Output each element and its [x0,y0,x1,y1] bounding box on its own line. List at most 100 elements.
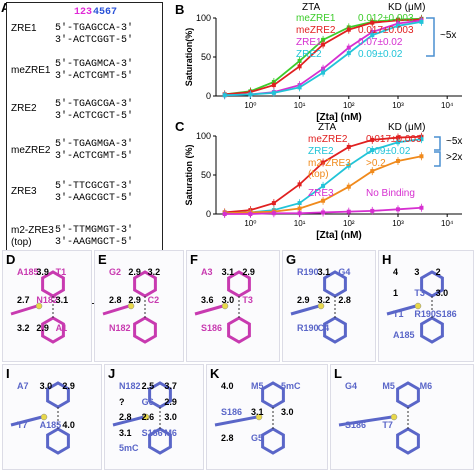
chart-b-xlabel: [Zta] (nM) [316,112,362,122]
legend-c-kd-head: KD (μM) [388,122,426,133]
chart-b-point-1-4 [321,42,326,47]
annotation-text: G5 [251,433,264,443]
chart-c-xlabel: [Zta] (nM) [316,230,362,241]
atom-sphere [221,302,229,310]
chart-b-ytick-label-1: 50 [201,52,211,62]
annotation-text: 2.8 [338,295,351,305]
structure-panel-d: D A185 3.9 T1 2.7 N182 3.1 3.2 2.9 A1 [2,250,92,362]
legend-c-kd-0: 0.017±0.003 [366,134,422,145]
atom-sphere [35,302,43,310]
annotation-text: T7 [17,420,28,430]
annotation-text: T1 [55,267,67,277]
annotation-text: N182 [36,295,58,305]
annotation-text: G6 [141,396,154,407]
chart-c-point-1-4 [321,183,326,188]
sidechain-stick [214,415,258,427]
panel-label: D [6,252,16,267]
seq-name-zre1: ZRE1 [11,23,37,34]
molecule-drawing [386,270,444,344]
chart-c-point-3-4 [321,210,326,215]
ring-lower [261,427,285,455]
annotation-text: A1 [55,323,68,333]
annotation-text: 3.6 [201,295,214,305]
annotation-text: 3.1 [317,267,331,277]
annotation-text: M6 [164,427,177,438]
annotation-text: S186 [201,323,223,333]
panel-a-label: A [1,0,10,15]
annotation-text: R190 [297,323,319,333]
chart-b-point-1-6 [370,20,375,25]
annotation-text: M6 [419,381,433,391]
chart-b-point-0-3 [297,58,302,63]
annotation-text: C4 [317,323,330,333]
panel-b-label: B [175,2,185,17]
ring-lower [396,427,420,455]
annotation-text: 3.1 [119,427,132,438]
chart-c-xtick-label-3: 10³ [392,219,404,228]
sidechain-stick [386,304,417,316]
annotation-text: 2.6 [141,412,155,423]
chart-c-point-1-8 [419,137,424,142]
chart-c-point-0-4 [321,160,326,165]
annotation-text: C2 [147,295,160,305]
chart-c-point-2-7 [395,158,400,163]
chart-c-point-3-5 [346,209,351,214]
annotation-text: 3.0 [435,288,449,298]
chart-c-point-2-4 [321,198,326,203]
panel-label: I [6,366,10,381]
sidechain-stick [338,415,393,427]
seq-top-zre1: 5′-TGAGCCA-3′ [55,23,134,34]
annotation-text: 4.0 [62,420,75,430]
chart-b-point-3-0 [222,93,227,98]
seq-name-m2zre3: m2-ZRE3 [11,225,54,236]
legend-b-zta-head: ZTA [302,2,321,13]
chart-b-point-1-2 [271,83,276,88]
annotation-text: ? [119,396,125,407]
atom-sphere [390,413,398,421]
chart-b-point-3-1 [248,92,253,97]
fold-brackets-c [434,136,441,167]
annotation-text: G4 [345,381,358,391]
legend-c-name-0: meZRE2 [308,134,348,145]
seq-top-zre2: 5′-TGAGCGA-3′ [55,99,134,110]
chart-c-point-1-3 [297,201,302,206]
chart-c-xtick-label-4: 10⁴ [441,219,454,228]
molecule-drawing [290,270,347,344]
legend-b-kd-head: KD (μM) [388,2,426,13]
fold-bracket-b [426,17,435,57]
panel-label: G [286,252,297,267]
seq-bottom-zre1: 3′-ACTCGGT-5′ [55,35,134,46]
annotation-text: 2.9 [297,295,310,305]
ring-lower [323,316,347,344]
annotation-text: 2.8 [119,412,132,423]
sidechain-stick [194,304,224,316]
position-header-1: 123 [74,7,93,18]
molecule-drawing [10,270,65,344]
seq-bottom-mezre2: 3′-ACTCGMT-5′ [55,151,134,162]
annotation-text: 3.1 [55,295,69,305]
annotation-text: 3.2 [17,323,30,333]
seq-top-mezre1: 5′-TGAGMCA-3′ [55,59,134,70]
chart-c-xtick-label-0: 10⁰ [244,219,256,228]
annotation-text: N182 [109,323,131,333]
chart-b-xtick-label-2: 10² [343,101,355,110]
panel-label: K [210,366,220,381]
ring-lower [420,316,444,344]
structure-panel-k: K 4.0 M5 5mC S186 3.1 3.0 2.8 G5 [206,364,328,470]
panel-label: H [382,252,392,267]
legend-c-kd-1: 0.09±0.02 [366,146,411,157]
chart-c-point-3-6 [370,208,375,213]
structure-panel-e: E G2 2.9 3.2 2.8 2.9 C2 N182 [94,250,184,362]
annotation-text: 3.9 [36,267,49,277]
annotation-text: 2.9 [128,267,141,277]
sidechain-stick [102,304,130,316]
chart-c-ytick-label-1: 50 [201,170,211,180]
fold-label-c-2: >2x [446,152,463,163]
chart-b-point-3-2 [271,90,276,95]
annotation-text: 2 [435,267,441,277]
annotation-text: 3.0 [221,295,235,305]
panel-label: E [98,252,107,267]
chart-c-point-2-5 [346,184,351,189]
legend-b-name-2: ZRE1 [296,37,322,48]
annotation-text: 3.7 [164,381,177,391]
